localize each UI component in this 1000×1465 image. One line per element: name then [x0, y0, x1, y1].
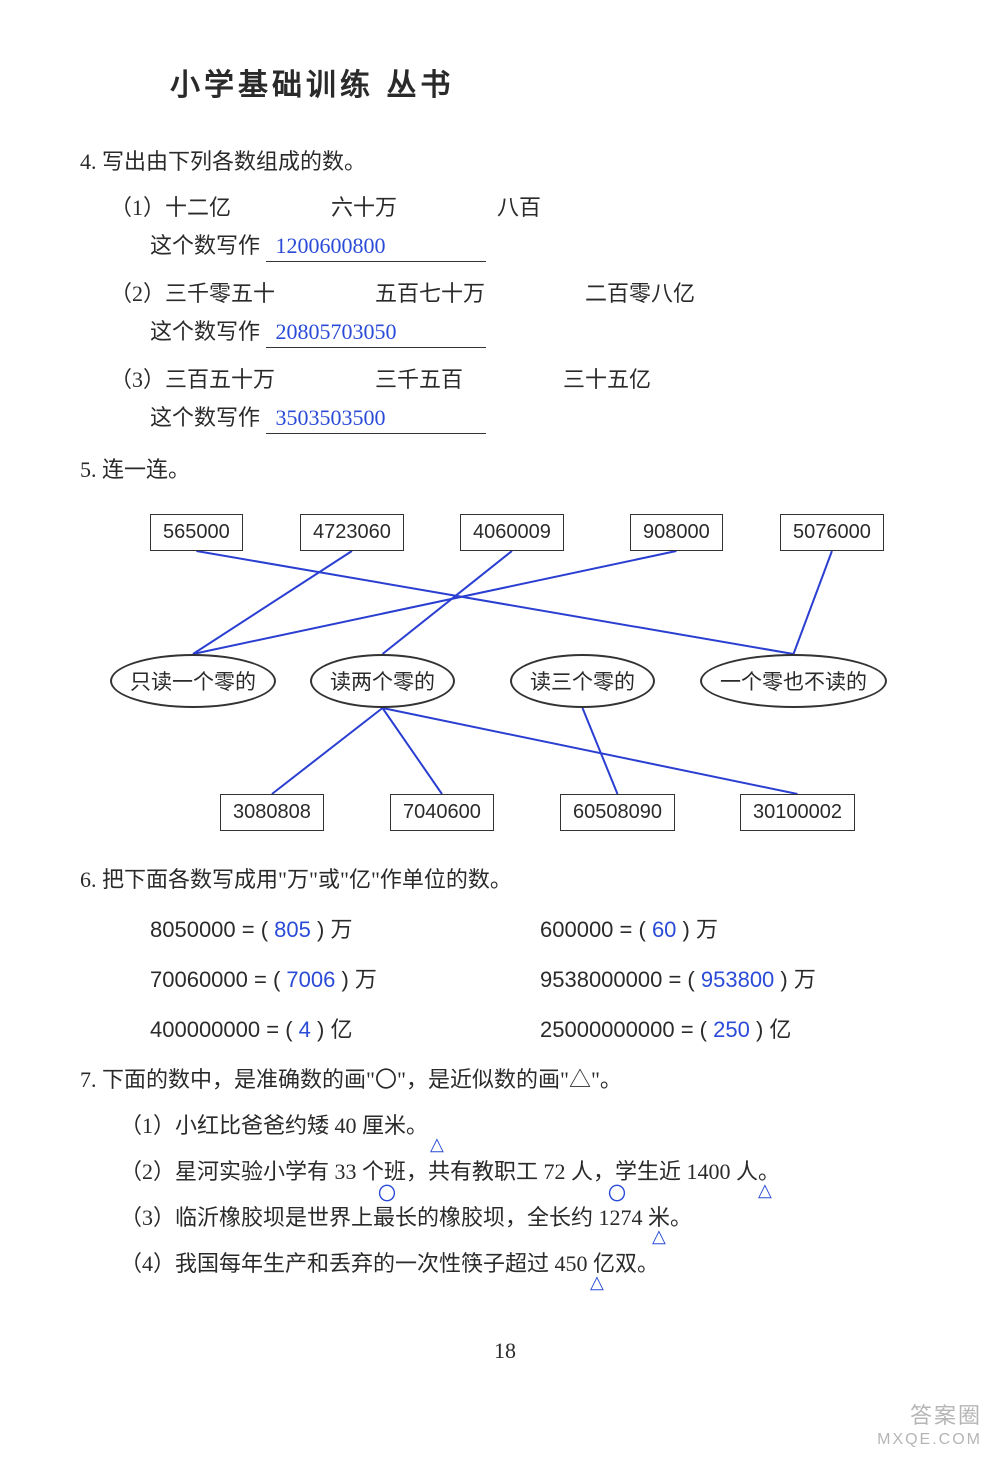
q4-part: 六十万 [331, 190, 397, 222]
q4-item-3-parts: （3）三百五十万 三千五百 三十五亿 [110, 362, 930, 394]
answer-mark: △ [430, 1134, 444, 1155]
q7-item: （2）星河实验小学有 33 个班，共有教职工 72 人，学生近 1400 人。〇… [120, 1154, 930, 1186]
q5-title: 5. 连一连。 [80, 452, 930, 484]
category-oval: 只读一个零的 [110, 654, 276, 708]
q4-item-1-parts: （1）十二亿 六十万 八百 [110, 190, 930, 222]
q6-rows: 8050000 = ( 805 ) 万600000 = ( 60 ) 万7006… [80, 912, 930, 1044]
q4-part: 五百七十万 [375, 276, 485, 308]
q4-part: （2）三千零五十 [110, 276, 275, 308]
watermark-line2: MXQE.COM [877, 1430, 982, 1451]
number-box: 30100002 [740, 794, 855, 831]
q6-row: 70060000 = ( 7006 ) 万9538000000 = ( 9538… [150, 962, 930, 994]
answer-value: 1200600800 [266, 233, 486, 262]
number-box: 5076000 [780, 514, 884, 551]
write-label: 这个数写作 [150, 319, 260, 344]
q7-title: 7. 下面的数中，是准确数的画"〇"，是近似数的画"△"。 [80, 1062, 930, 1094]
q7-item: （3）临沂橡胶坝是世界上最长的橡胶坝，全长约 1274 米。△ [120, 1200, 930, 1232]
number-box: 565000 [150, 514, 243, 551]
q4-item-2-answer: 这个数写作 20805703050 [150, 314, 930, 348]
q6-right-expr: 9538000000 = ( 953800 ) 万 [540, 962, 930, 994]
q7-item: （4）我国每年生产和丢弃的一次性筷子超过 450 亿双。△ [120, 1246, 930, 1278]
write-label: 这个数写作 [150, 233, 260, 258]
number-box: 908000 [630, 514, 723, 551]
answer-mark: △ [652, 1226, 666, 1247]
q7-item: （1）小红比爸爸约矮 40 厘米。△ [120, 1108, 930, 1140]
number-box: 4723060 [300, 514, 404, 551]
q4-item-3-answer: 这个数写作 3503503500 [150, 400, 930, 434]
q4-part: （3）三百五十万 [110, 362, 275, 394]
watermark-line1: 答案圈 [877, 1402, 982, 1431]
category-oval: 读三个零的 [510, 654, 655, 708]
answer-mark: △ [758, 1180, 772, 1201]
q4-part: （1）十二亿 [110, 190, 231, 222]
category-oval: 读两个零的 [310, 654, 455, 708]
q6-row: 8050000 = ( 805 ) 万600000 = ( 60 ) 万 [150, 912, 930, 944]
number-box: 3080808 [220, 794, 324, 831]
answer-mark: △ [590, 1272, 604, 1293]
q6-right-expr: 600000 = ( 60 ) 万 [540, 912, 930, 944]
q5-diagram: 565000472306040600099080005076000只读一个零的读… [90, 504, 910, 844]
q7-items: （1）小红比爸爸约矮 40 厘米。△ （2）星河实验小学有 33 个班，共有教职工… [80, 1108, 930, 1278]
category-oval: 一个零也不读的 [700, 654, 887, 708]
book-title: 小学基础训练 丛书 [170, 60, 930, 104]
q4-part: 二百零八亿 [585, 276, 695, 308]
q4-part: 三千五百 [375, 362, 463, 394]
watermark: 答案圈 MXQE.COM [877, 1402, 982, 1451]
q6-left-expr: 400000000 = ( 4 ) 亿 [150, 1012, 540, 1044]
answer-value: 20805703050 [266, 319, 486, 348]
q4-title: 4. 写出由下列各数组成的数。 [80, 144, 930, 176]
q4-item-2-parts: （2）三千零五十 五百七十万 二百零八亿 [110, 276, 930, 308]
page-number: 18 [80, 1338, 930, 1364]
number-box: 60508090 [560, 794, 675, 831]
write-label: 这个数写作 [150, 405, 260, 430]
q4-item-1-answer: 这个数写作 1200600800 [150, 228, 930, 262]
q6-right-expr: 25000000000 = ( 250 ) 亿 [540, 1012, 930, 1044]
answer-value: 3503503500 [266, 405, 486, 434]
q6-row: 400000000 = ( 4 ) 亿25000000000 = ( 250 )… [150, 1012, 930, 1044]
q4-part: 三十五亿 [563, 362, 651, 394]
q6-title: 6. 把下面各数写成用"万"或"亿"作单位的数。 [80, 862, 930, 894]
q6-left-expr: 8050000 = ( 805 ) 万 [150, 912, 540, 944]
q4-part: 八百 [497, 190, 541, 222]
number-box: 7040600 [390, 794, 494, 831]
q6-left-expr: 70060000 = ( 7006 ) 万 [150, 962, 540, 994]
number-box: 4060009 [460, 514, 564, 551]
